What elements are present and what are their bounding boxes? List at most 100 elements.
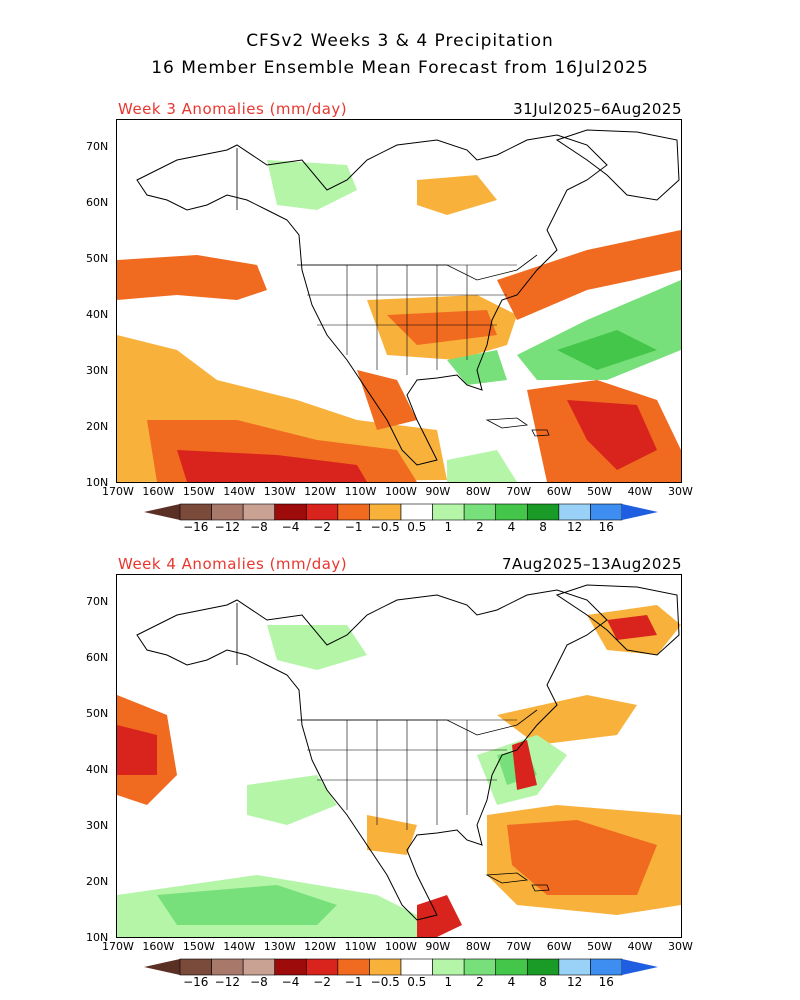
lon-tick-label: 150W <box>182 940 215 953</box>
colorbar-tick-label: −4 <box>281 520 300 534</box>
lon-tick-label: 130W <box>263 485 296 498</box>
week4-colorbar <box>144 958 658 976</box>
lat-tick-label: 50N <box>86 252 109 265</box>
colorbar-swatch <box>242 503 276 521</box>
colorbar-tick-label: −12 <box>214 520 241 534</box>
colorbar-tick-label: 4 <box>507 975 516 989</box>
anomaly-region <box>387 310 497 345</box>
anomaly-region <box>447 450 517 482</box>
lon-tick-label: 100W <box>385 940 417 953</box>
lon-tick-label: 110W <box>344 485 377 498</box>
week4-panel-label: Week 4 Anomalies (mm/day) <box>118 555 348 573</box>
anomaly-region <box>567 400 657 470</box>
colorbar-tick-label: −1 <box>344 975 363 989</box>
colorbar-tick-label: 8 <box>539 520 547 534</box>
colorbar-tick-label: −2 <box>313 520 331 534</box>
colorbar-wet-end <box>622 504 658 520</box>
state-borders <box>302 719 517 830</box>
week3-anomaly-map <box>116 119 682 483</box>
anomaly-region <box>417 175 497 215</box>
colorbar-tick-label: 8 <box>539 975 547 989</box>
colorbar-swatch <box>495 503 528 521</box>
colorbar-swatch <box>337 958 370 976</box>
lat-tick-label: 20N <box>86 420 109 433</box>
anomaly-region <box>117 255 267 300</box>
colorbar-tick-label: −4 <box>281 975 300 989</box>
chart-title-line2: 16 Member Ensemble Mean Forecast from 16… <box>151 58 649 78</box>
colorbar-swatch <box>369 503 402 521</box>
colorbar-tick-label: 16 <box>598 520 614 534</box>
colorbar-tick-label: −0.5 <box>370 975 400 989</box>
lon-tick-label: 140W <box>223 485 256 498</box>
lon-tick-label: 60W <box>546 940 572 953</box>
colorbar-tick-label: 12 <box>567 520 583 534</box>
colorbar-swatch <box>211 958 244 976</box>
colorbar-swatch <box>400 958 433 976</box>
lon-tick-label: 80W <box>465 485 491 498</box>
week4-colorbar-labels: −16 −12 −8 −4 −2 −1 −0.5 0.5 1 2 4 8 12 16 <box>144 975 658 989</box>
lat-tick-label: 50N <box>86 707 109 720</box>
lon-tick-label: 160W <box>142 940 175 953</box>
colorbar-tick-label: −1 <box>344 520 363 534</box>
colorbar-swatch <box>590 503 623 521</box>
lat-tick-label: 70N <box>86 140 109 153</box>
anomaly-region <box>607 615 657 640</box>
colorbar-swatch <box>558 958 591 976</box>
colorbar-swatch <box>526 503 560 521</box>
anomaly-region <box>497 230 681 320</box>
colorbar-swatch <box>305 503 339 521</box>
lon-tick-label: 120W <box>304 485 337 498</box>
colorbar-tick-label: 4 <box>507 520 516 534</box>
colorbar-swatch <box>526 958 560 976</box>
lon-tick-label: 30W <box>668 940 693 953</box>
anomaly-region <box>557 330 657 370</box>
lon-tick-label: 130W <box>263 940 296 953</box>
lon-tick-label: 140W <box>223 940 256 953</box>
anomaly-region <box>357 370 417 430</box>
colorbar-swatch <box>432 503 465 521</box>
lon-tick-label: 40W <box>627 940 653 953</box>
colorbar-swatch <box>179 503 212 521</box>
colorbar-swatch <box>211 503 244 521</box>
colorbar-tick-label: −16 <box>183 975 209 989</box>
anomaly-region <box>157 885 337 925</box>
lat-tick-label: 40N <box>86 308 109 321</box>
us-canada-border <box>297 709 538 736</box>
colorbar-dry-end <box>144 504 180 520</box>
colorbar-swatch <box>337 503 370 521</box>
lat-tick-label: 70N <box>86 595 109 608</box>
week3-panel-label: Week 3 Anomalies (mm/day) <box>118 100 348 118</box>
lon-tick-label: 110W <box>344 940 377 953</box>
lon-tick-label: 100W <box>385 485 417 498</box>
anomaly-region <box>117 725 157 775</box>
anomaly-region <box>497 695 637 745</box>
lat-tick-label: 60N <box>86 196 109 209</box>
lat-tick-label: 30N <box>86 364 109 377</box>
colorbar-swatch <box>400 503 433 521</box>
colorbar-tick-label: −16 <box>183 520 209 534</box>
lon-tick-label: 80W <box>465 940 491 953</box>
lon-tick-label: 30W <box>668 485 693 498</box>
anomaly-region <box>367 815 417 855</box>
colorbar-tick-label: 0.5 <box>407 520 427 534</box>
lon-tick-label: 70W <box>506 485 532 498</box>
colorbar-swatch <box>495 958 528 976</box>
anomaly-region <box>267 625 367 670</box>
week3-colorbar <box>144 503 658 521</box>
colorbar-swatch <box>242 958 276 976</box>
lat-tick-label: 10N <box>86 476 109 489</box>
colorbar-swatch <box>590 958 623 976</box>
anomaly-region <box>417 895 462 937</box>
anomaly-region <box>512 740 537 790</box>
colorbar-swatch <box>274 503 307 521</box>
colorbar-tick-label: 12 <box>567 975 583 989</box>
lon-tick-label: 170W <box>102 485 134 498</box>
anomaly-region <box>507 820 657 895</box>
coastline-caribbean <box>485 872 550 892</box>
lat-tick-label: 20N <box>86 875 109 888</box>
lat-tick-label: 60N <box>86 651 109 664</box>
colorbar-swatch <box>432 958 465 976</box>
lon-tick-label: 70W <box>506 940 532 953</box>
colorbar-tick-label: −8 <box>250 520 268 534</box>
lat-tick-label: 30N <box>86 819 109 832</box>
